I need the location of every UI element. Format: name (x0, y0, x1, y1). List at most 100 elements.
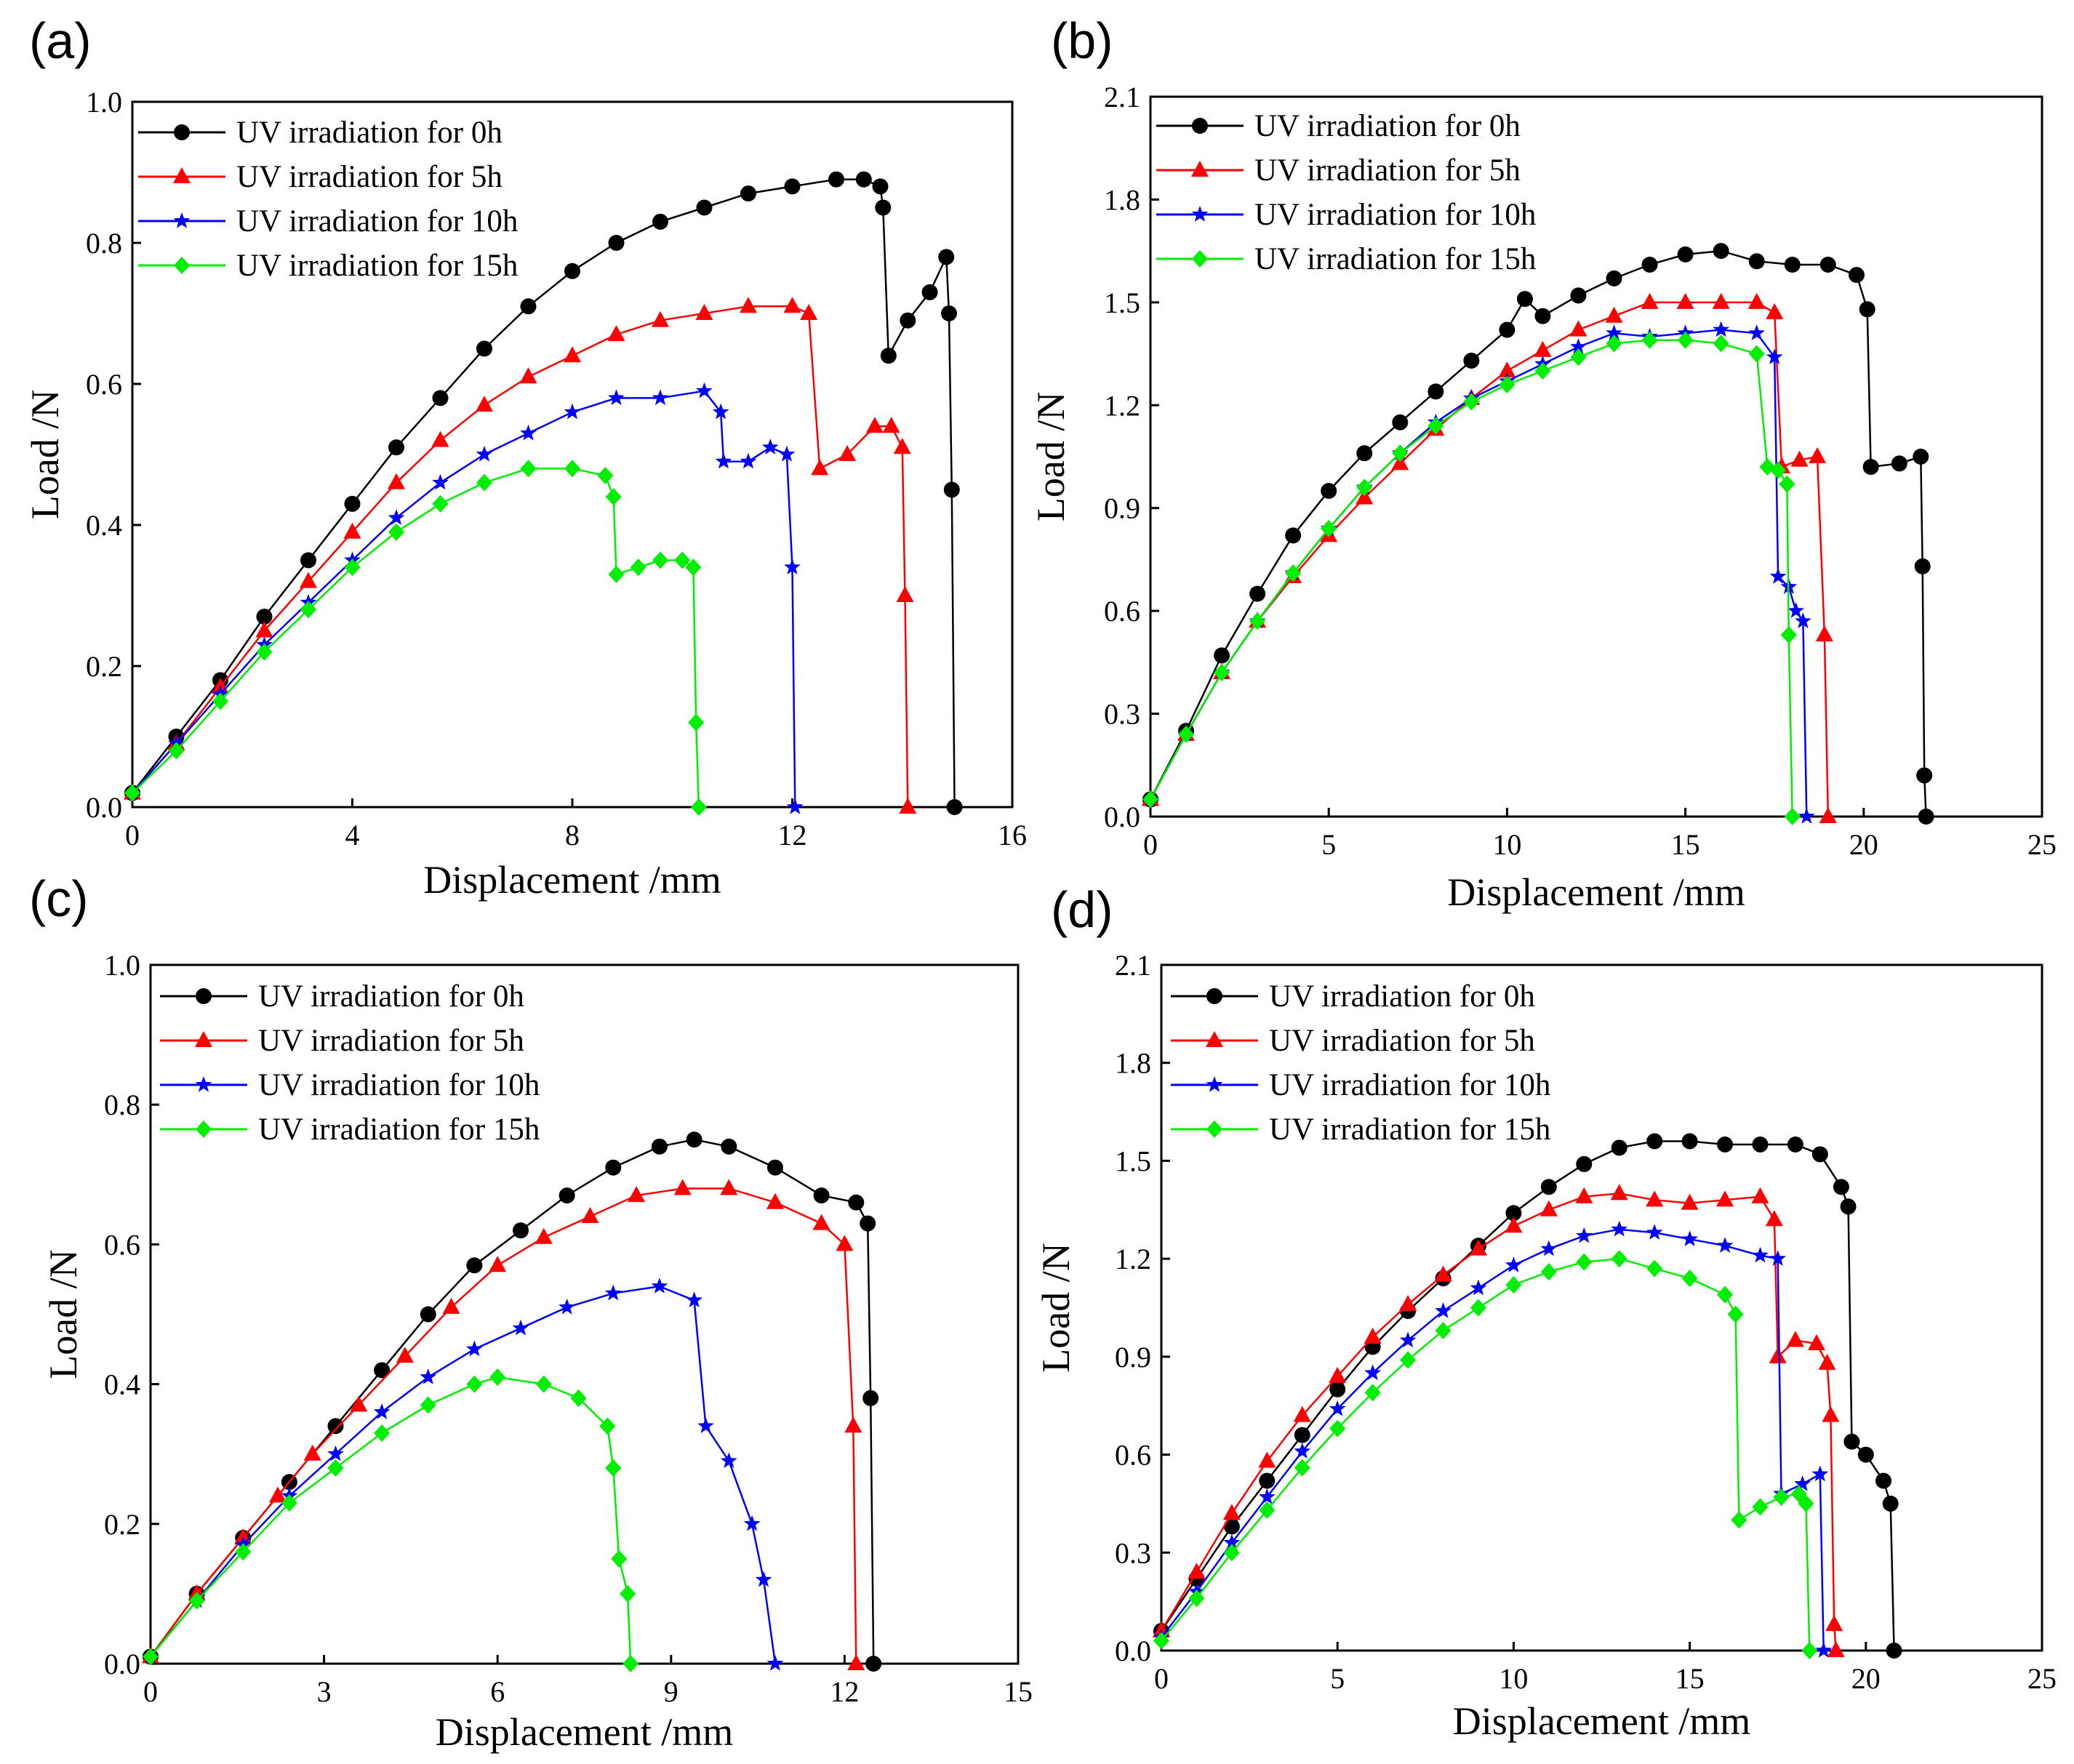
data-point (896, 586, 914, 602)
data-point (766, 1159, 783, 1176)
chart-panel-b: (b) 0 5 10 15 20 25 0.0 0.3 0.6 0.9 1.2 1.5 1.8 2.1 Dis… (1029, 12, 2057, 914)
series-3 (1142, 331, 1801, 825)
series-line (1149, 249, 1927, 817)
data-point (943, 481, 960, 498)
data-point (1784, 257, 1801, 273)
legend-label: UV irradiation for 0h (1254, 109, 1521, 143)
data-point (1505, 1216, 1523, 1233)
data-point (938, 249, 955, 265)
x-axis-label: Displacement /mm (436, 1710, 733, 1754)
data-point (1769, 1250, 1787, 1266)
data-point (1214, 664, 1230, 681)
legend: UV irradiation for 0h UV irradiation for … (160, 979, 540, 1147)
data-point (432, 494, 449, 513)
data-point (900, 312, 916, 329)
data-point (212, 692, 228, 710)
x-tick-label: 15 (1004, 1675, 1033, 1708)
data-point (622, 1655, 639, 1672)
data-point (1540, 1240, 1558, 1256)
data-point (1815, 625, 1833, 642)
data-point (696, 382, 713, 398)
legend-marker (196, 988, 212, 1004)
data-point (476, 340, 492, 357)
data-point (599, 1417, 616, 1435)
data-point (766, 1655, 784, 1671)
data-point (872, 178, 889, 195)
series-1 (1153, 1184, 1845, 1657)
data-point (605, 1159, 622, 1176)
data-point (1321, 483, 1337, 500)
series-2 (1142, 321, 1815, 824)
data-point (343, 522, 361, 539)
data-point (721, 1138, 737, 1155)
data-point (1463, 353, 1480, 369)
y-axis-label: Load /N (23, 390, 67, 519)
data-point (1795, 612, 1811, 628)
data-point (564, 346, 581, 363)
x-axis-label: Displacement /mm (1447, 870, 1745, 914)
data-point (1435, 1302, 1452, 1318)
data-point (673, 1179, 692, 1195)
data-point (256, 643, 273, 661)
data-point (652, 213, 668, 230)
data-point (1727, 1305, 1744, 1323)
data-point (1646, 1224, 1663, 1240)
data-point (1505, 1205, 1522, 1222)
legend-label: UV irradiation for 15h (1269, 1112, 1550, 1147)
data-point (1249, 585, 1266, 602)
data-point (740, 297, 757, 313)
legend-marker (173, 167, 191, 183)
data-point (1641, 257, 1658, 273)
y-tick-label: 0.0 (1104, 801, 1140, 833)
data-point (1469, 1239, 1487, 1256)
data-point (1321, 520, 1337, 537)
data-point (581, 1206, 599, 1223)
data-point (880, 348, 897, 364)
data-point (1285, 564, 1302, 582)
data-point (766, 1192, 784, 1209)
data-point (1811, 1146, 1828, 1163)
data-point (828, 171, 844, 188)
legend-label: UV irradiation for 0h (236, 116, 503, 150)
data-point (512, 1319, 529, 1336)
data-point (1249, 612, 1266, 630)
x-tick-label: 10 (1492, 828, 1521, 861)
data-point (875, 199, 892, 216)
data-point (605, 488, 622, 506)
data-point (466, 1375, 483, 1393)
data-point (1259, 1501, 1276, 1519)
y-tick-label: 1.8 (1104, 183, 1140, 216)
data-point (1356, 478, 1373, 497)
data-point (489, 1368, 506, 1386)
series-line (1160, 1140, 1895, 1651)
data-point (1784, 808, 1801, 825)
data-point (784, 558, 801, 574)
data-point (534, 1227, 553, 1244)
data-point (124, 784, 140, 802)
x-tick-label: 0 (1143, 828, 1158, 861)
data-point (255, 621, 273, 638)
series-line (132, 390, 796, 808)
data-point (1886, 1643, 1902, 1659)
data-point (921, 284, 938, 300)
data-point (1641, 331, 1658, 349)
data-point (374, 1424, 391, 1442)
legend-label: UV irradiation for 5h (1269, 1024, 1535, 1058)
data-point (1540, 1200, 1558, 1216)
data-point (1188, 1563, 1206, 1579)
data-point (1875, 1472, 1892, 1489)
legend-marker (1206, 1120, 1222, 1138)
y-tick-label: 0.0 (104, 1648, 140, 1680)
x-tick-label: 20 (1849, 828, 1878, 861)
y-tick-label: 0.3 (1104, 698, 1140, 731)
data-point (1611, 1250, 1627, 1268)
data-point (432, 390, 449, 406)
data-point (1606, 270, 1622, 286)
x-tick-label: 5 (1330, 1662, 1345, 1695)
chart-panel-a: (a) 0 4 8 12 16 0.0 0.2 0.4 0.6 0.8 1.0 Displacement… (23, 12, 1027, 902)
data-point (1748, 324, 1766, 340)
data-point (1859, 301, 1875, 318)
data-point (235, 1543, 252, 1561)
panel-label: (d) (1051, 881, 1113, 938)
y-tick-label: 1.8 (1115, 1047, 1151, 1080)
